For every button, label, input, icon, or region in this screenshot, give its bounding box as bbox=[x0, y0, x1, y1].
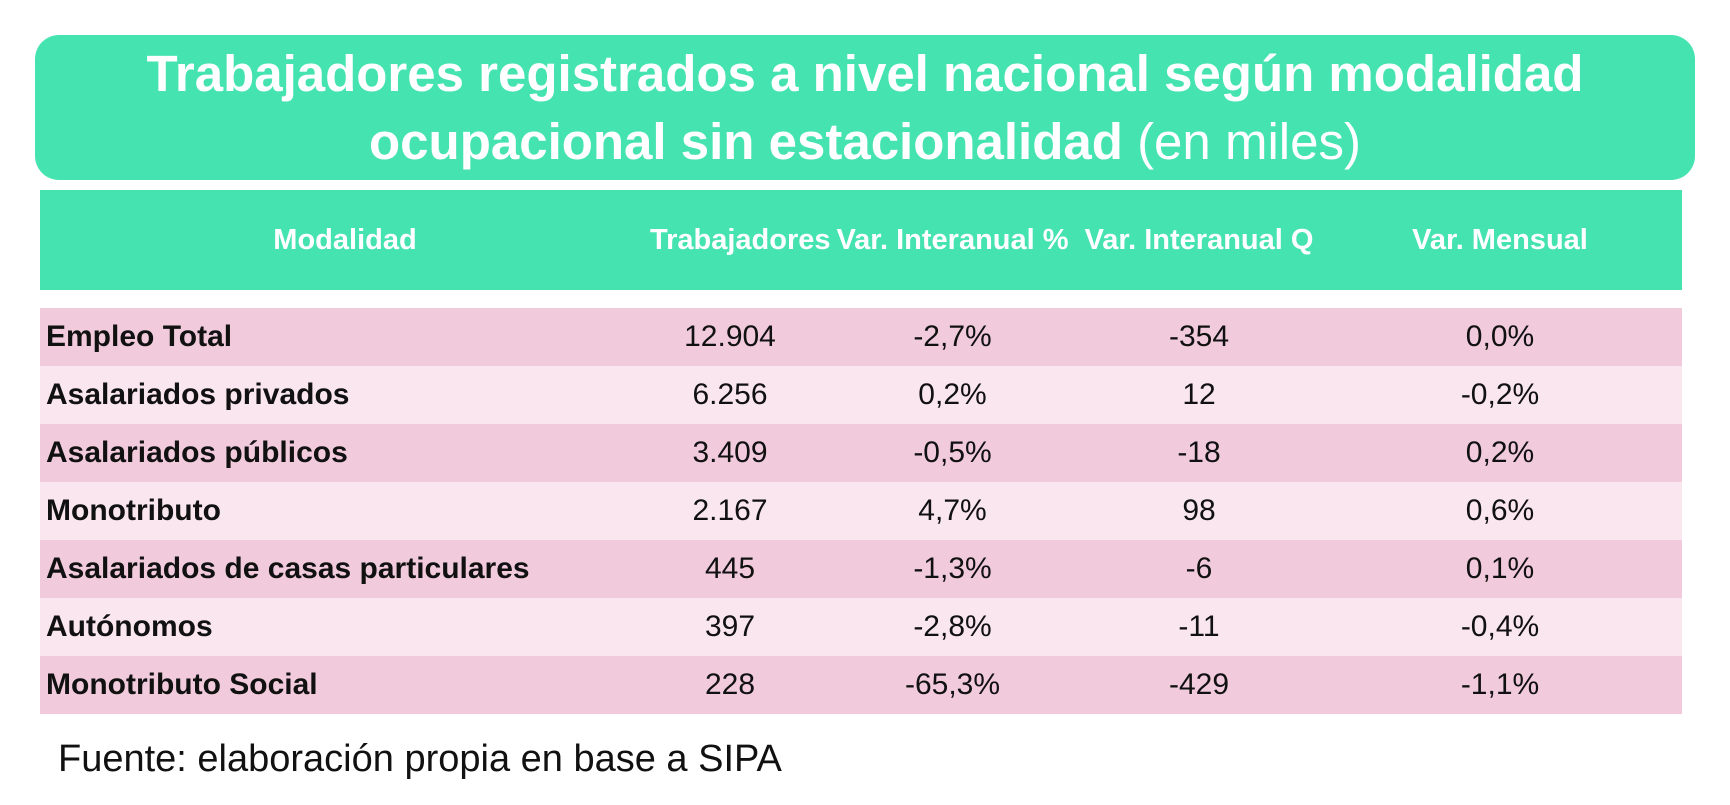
table-row: Monotributo 2.167 4,7% 98 0,6% bbox=[40, 482, 1682, 540]
cell-modalidad: Asalariados de casas particulares bbox=[46, 552, 530, 585]
title-banner: Trabajadores registrados a nivel naciona… bbox=[35, 35, 1695, 180]
table-row: Monotributo Social 228 -65,3% -429 -1,1% bbox=[40, 656, 1682, 714]
table-header: Modalidad Trabajadores Var. Interanual %… bbox=[40, 190, 1682, 290]
table-row: Asalariados privados 6.256 0,2% 12 -0,2% bbox=[40, 366, 1682, 424]
table-row: Empleo Total 12.904 -2,7% -354 0,0% bbox=[40, 308, 1682, 366]
cell-var-mensual: -1,1% bbox=[1460, 668, 1540, 701]
cell-var-interanual-q: 98 bbox=[1182, 494, 1216, 527]
cell-var-interanual-q: -429 bbox=[1168, 668, 1230, 701]
cell-var-interanual-q: 12 bbox=[1182, 378, 1216, 411]
table-row: Asalariados de casas particulares 445 -1… bbox=[40, 540, 1682, 598]
cell-var-interanual-pct: -2,8% bbox=[913, 610, 992, 643]
cell-var-interanual-pct: 0,2% bbox=[918, 378, 987, 411]
cell-modalidad: Asalariados privados bbox=[46, 378, 350, 411]
cell-modalidad: Monotributo bbox=[46, 494, 221, 527]
cell-trabajadores: 228 bbox=[704, 668, 756, 701]
cell-trabajadores: 2.167 bbox=[692, 494, 768, 527]
cell-var-interanual-pct: -65,3% bbox=[904, 668, 1001, 701]
cell-var-interanual-pct: -0,5% bbox=[913, 436, 992, 469]
table-row: Asalariados públicos 3.409 -0,5% -18 0,2… bbox=[40, 424, 1682, 482]
header-modalidad: Modalidad bbox=[273, 223, 417, 256]
header-var-mensual: Var. Mensual bbox=[1412, 223, 1588, 256]
cell-var-mensual: 0,0% bbox=[1465, 320, 1535, 353]
header-trabajadores: Trabajadores bbox=[650, 223, 831, 256]
cell-modalidad: Autónomos bbox=[46, 610, 213, 643]
header-var-interanual-q: Var. Interanual Q bbox=[1084, 223, 1314, 256]
cell-trabajadores: 397 bbox=[704, 610, 756, 643]
source-note: Fuente: elaboración propia en base a SIP… bbox=[58, 738, 782, 780]
title-line-1: Trabajadores registrados a nivel naciona… bbox=[146, 44, 1584, 102]
cell-modalidad: Monotributo Social bbox=[46, 668, 318, 701]
cell-var-mensual: 0,2% bbox=[1465, 436, 1535, 469]
cell-var-interanual-q: -11 bbox=[1178, 610, 1220, 643]
cell-var-mensual: -0,4% bbox=[1460, 610, 1540, 643]
cell-trabajadores: 3.409 bbox=[692, 436, 768, 469]
cell-var-interanual-q: -354 bbox=[1168, 320, 1230, 353]
cell-modalidad: Asalariados públicos bbox=[46, 436, 348, 469]
cell-var-interanual-pct: -1,3% bbox=[913, 552, 992, 585]
title-line-2: ocupacional sin estacionalidad (en miles… bbox=[369, 108, 1361, 176]
cell-var-interanual-pct: 4,7% bbox=[918, 494, 987, 527]
cell-var-mensual: 0,6% bbox=[1465, 494, 1535, 527]
cell-trabajadores: 6.256 bbox=[692, 378, 768, 411]
cell-trabajadores: 12.904 bbox=[684, 320, 776, 353]
table-row: Autónomos 397 -2,8% -11 -0,4% bbox=[40, 598, 1682, 656]
title-line-2-bold: ocupacional sin estacionalidad bbox=[369, 112, 1123, 170]
cell-var-interanual-pct: -2,7% bbox=[913, 320, 992, 353]
header-gap bbox=[40, 290, 1682, 308]
cell-var-mensual: -0,2% bbox=[1460, 378, 1540, 411]
header-var-interanual-pct: Var. Interanual % bbox=[836, 223, 1069, 256]
cell-var-interanual-q: -6 bbox=[1185, 552, 1213, 585]
data-table: Modalidad Trabajadores Var. Interanual %… bbox=[40, 190, 1682, 714]
title-units: (en miles) bbox=[1137, 112, 1361, 170]
cell-modalidad: Empleo Total bbox=[46, 320, 233, 353]
cell-trabajadores: 445 bbox=[704, 552, 756, 585]
cell-var-interanual-q: -18 bbox=[1177, 436, 1221, 469]
cell-var-mensual: 0,1% bbox=[1465, 552, 1535, 585]
